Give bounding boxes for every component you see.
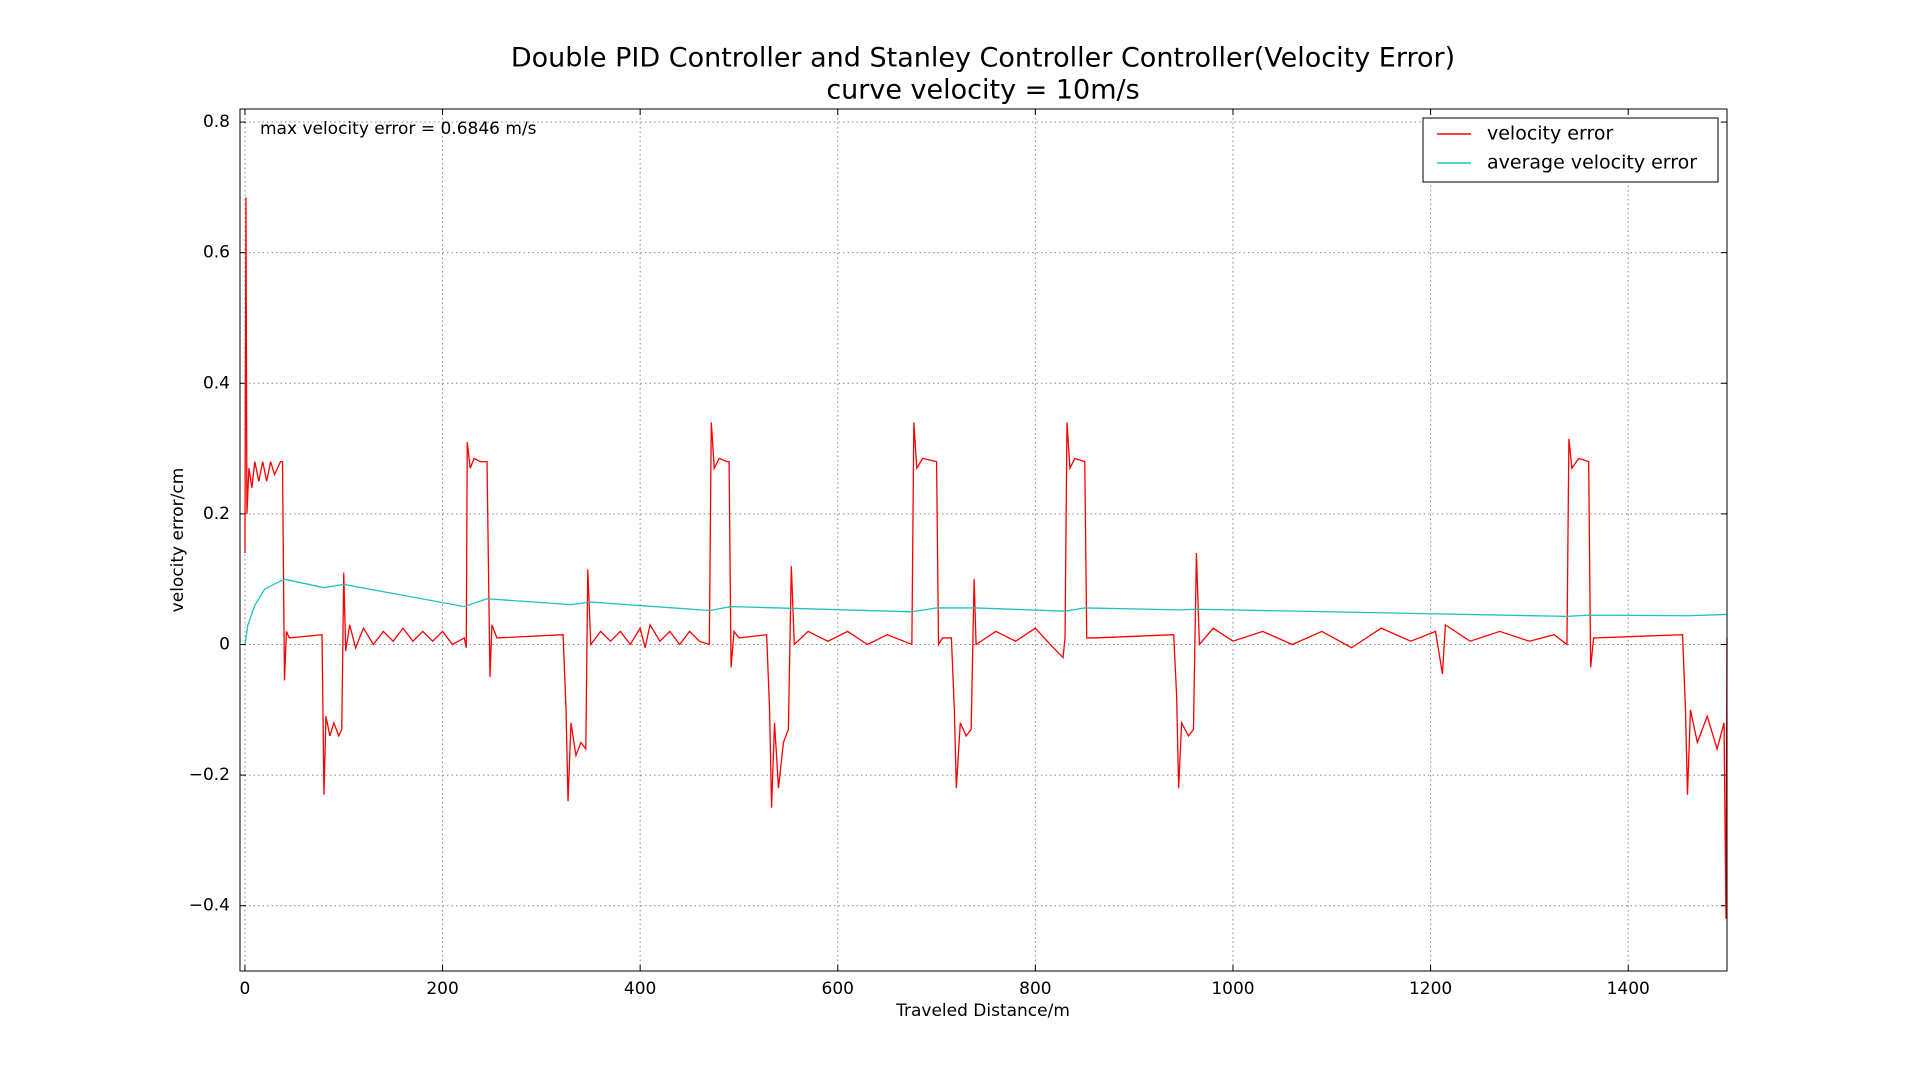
x-tick-label: 1200: [1409, 979, 1452, 999]
data-line: [244, 197, 1728, 919]
y-tick-label: 0.8: [203, 112, 230, 132]
chart-subtitle: curve velocity = 10m/s: [826, 75, 1139, 106]
plot-frame: [239, 108, 1728, 972]
x-tick-label: 0: [240, 979, 251, 999]
y-tick-label: −0.2: [189, 765, 230, 785]
y-tick-label: −0.4: [189, 896, 230, 916]
y-tick-label: 0.4: [203, 373, 230, 393]
legend-label: velocity error: [1487, 123, 1613, 145]
legend-box: [1422, 117, 1719, 183]
legend-label: average velocity error: [1487, 152, 1697, 174]
x-axis-label: Traveled Distance/m: [895, 1001, 1070, 1021]
x-tick-label: 400: [624, 979, 656, 999]
x-tick-label: 1000: [1211, 979, 1254, 999]
x-tick-label: 600: [822, 979, 854, 999]
y-axis-label: velocity error/cm: [168, 468, 188, 613]
y-tick-label: 0.2: [203, 504, 230, 524]
annotation: max velocity error = 0.6846 m/s: [260, 119, 537, 139]
y-tick-label: 0.6: [203, 243, 230, 263]
chart-title: Double PID Controller and Stanley Contro…: [511, 43, 1455, 74]
data-line: [244, 578, 1728, 645]
x-tick-label: 200: [426, 979, 458, 999]
y-tick-label: 0: [219, 634, 230, 654]
x-tick-label: 1400: [1607, 979, 1650, 999]
x-tick-label: 800: [1019, 979, 1051, 999]
